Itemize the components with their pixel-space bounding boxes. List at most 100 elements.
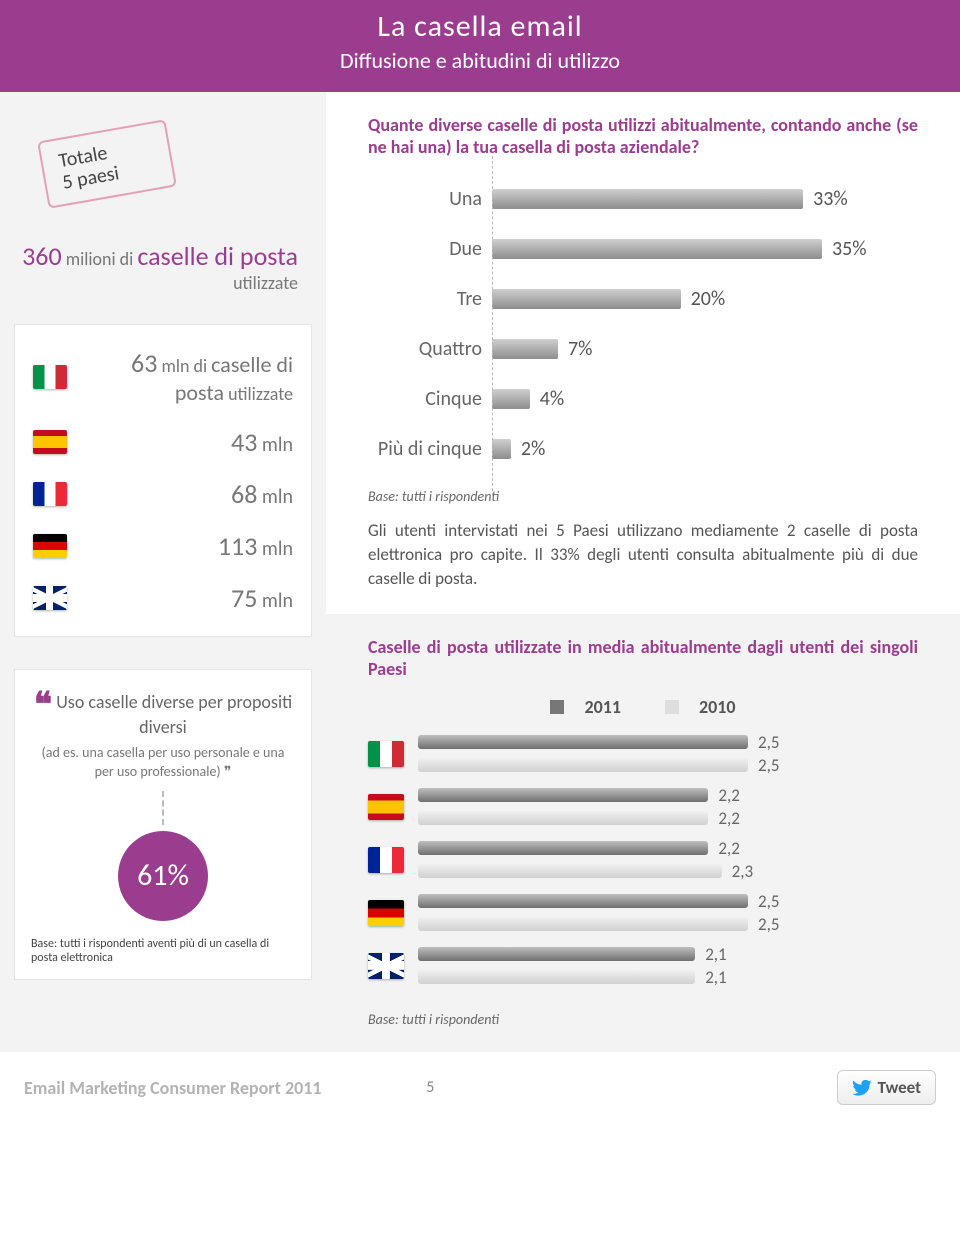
left-column: Totale 5 paesi 360 milioni di caselle di…: [0, 92, 326, 1052]
total-mailboxes: 360 milioni di caselle di posta utilizza…: [10, 204, 316, 324]
legend-2010-swatch: [665, 700, 679, 714]
flag-de-icon: [33, 534, 67, 558]
chart2-title: Caselle di posta utilizzate in media abi…: [368, 636, 918, 680]
chart1-label: Quattro: [368, 337, 492, 361]
chart1-value: 33%: [803, 187, 848, 211]
chart2-bar-2011: [418, 735, 748, 749]
country-row-de: 113 mln: [15, 520, 311, 572]
chart2-row-es: 2,2 2,2: [368, 785, 918, 828]
chart2-val-2010: 2,5: [748, 755, 779, 776]
chart1-bar: [492, 239, 822, 259]
flag-de-icon: [368, 900, 404, 926]
chart2-val-2010: 2,2: [708, 808, 739, 829]
legend-2011-label: 2011: [584, 696, 621, 718]
chart1-axis: [492, 156, 493, 496]
chart1-bar-row: 2%: [492, 424, 918, 474]
right-column: Quante diverse caselle di posta utilizzi…: [326, 92, 960, 1052]
chart1-value: 2%: [511, 437, 545, 461]
section-chart1: Quante diverse caselle di posta utilizzi…: [326, 92, 960, 614]
country-value: 75 mln: [81, 582, 293, 614]
footer-title: Email Marketing Consumer Report 2011: [24, 1077, 400, 1099]
tweet-label: Tweet: [878, 1077, 921, 1098]
chart2-bar-2011: [418, 841, 708, 855]
chart2-bar-2010: [418, 970, 695, 984]
country-value: 43 mln: [81, 426, 293, 458]
chart2-val-2011: 2,2: [708, 785, 739, 806]
quote-close-icon: ❞: [224, 763, 232, 780]
chart2-row-de: 2,5 2,5: [368, 891, 918, 934]
chart2-val-2011: 2,5: [748, 732, 779, 753]
quote-base: Base: tutti i rispondenti aventi più di …: [31, 937, 295, 965]
total-unit: milioni di: [66, 248, 134, 270]
flag-uk-icon: [368, 953, 404, 979]
country-value: 63 mln di caselle di posta utilizzate: [81, 347, 293, 406]
chart1-label: Tre: [368, 287, 492, 311]
chart1-value: 7%: [558, 337, 592, 361]
flag-fr-icon: [368, 847, 404, 873]
chart2-base: Base: tutti i rispondenti: [368, 1011, 918, 1028]
quote-box: ❝ Uso caselle diverse per propositi dive…: [14, 669, 312, 980]
chart1-bar: [492, 439, 511, 459]
chart1-bar-row: 20%: [492, 274, 918, 324]
chart1-bar: [492, 289, 681, 309]
country-stats-box: 63 mln di caselle di posta utilizzate 43 …: [14, 324, 312, 637]
chart2-bar-2011: [418, 788, 708, 802]
chart2-legend: 2011 2010: [368, 696, 918, 718]
chart1-bar-row: 35%: [492, 224, 918, 274]
tweet-button[interactable]: Tweet: [837, 1070, 936, 1105]
chart1-base: Base: tutti i rispondenti: [368, 488, 918, 505]
chart2-val-2011: 2,1: [695, 944, 726, 965]
chart2-bars: 2,5 2,5 2,2 2,2 2,2 2,3 2,5 2,5 2,1 2,1: [368, 732, 918, 987]
chart2-row-fr: 2,2 2,3: [368, 838, 918, 881]
chart2-val-2011: 2,5: [748, 891, 779, 912]
header-title: La casella email: [0, 8, 960, 45]
quote-open-icon: ❝: [34, 685, 52, 726]
chart1-body: Gli utenti intervistati nei 5 Paesi util…: [368, 519, 918, 590]
chart2-bar-2010: [418, 864, 722, 878]
chart1-bar-row: 33%: [492, 174, 918, 224]
chart1-value: 35%: [822, 237, 867, 261]
flag-es-icon: [368, 794, 404, 820]
twitter-icon: [852, 1080, 872, 1096]
country-row-fr: 68 mln: [15, 468, 311, 520]
country-row-it: 63 mln di caselle di posta utilizzate: [15, 337, 311, 416]
chart1-bar-row: 4%: [492, 374, 918, 424]
chart2-row-it: 2,5 2,5: [368, 732, 918, 775]
chart2-val-2010: 2,5: [748, 914, 779, 935]
page-number: 5: [400, 1078, 460, 1097]
total-word: caselle di posta: [137, 240, 298, 272]
chart2-bar-2011: [418, 894, 748, 908]
chart1-bar: [492, 189, 803, 209]
quote-subtext: (ad es. una casella per uso personale e …: [31, 744, 295, 780]
chart2-bar-2011: [418, 947, 695, 961]
country-row-uk: 75 mln: [15, 572, 311, 624]
chart1-bar: [492, 389, 530, 409]
legend-2010-label: 2010: [699, 696, 736, 718]
chart1-label: Una: [368, 187, 492, 211]
chart1-title: Quante diverse caselle di posta utilizzi…: [368, 114, 918, 158]
connector-line: [162, 791, 164, 825]
quote-text: ❝ Uso caselle diverse per propositi dive…: [31, 690, 295, 740]
flag-it-icon: [368, 741, 404, 767]
chart1-label: Due: [368, 237, 492, 261]
chart1-label: Cinque: [368, 387, 492, 411]
country-value: 113 mln: [81, 530, 293, 562]
flag-fr-icon: [33, 482, 67, 506]
chart2-val-2010: 2,1: [695, 967, 726, 988]
chart1-bar: [492, 339, 558, 359]
chart1-value: 4%: [530, 387, 564, 411]
flag-it-icon: [33, 365, 67, 389]
header-subtitle: Diffusione e abitudini di utilizzo: [0, 47, 960, 74]
country-value: 68 mln: [81, 478, 293, 510]
flag-uk-icon: [33, 586, 67, 610]
chart2-val-2010: 2,3: [722, 861, 753, 882]
page-header: La casella email Diffusione e abitudini …: [0, 0, 960, 92]
chart1-bars: UnaDueTreQuattroCinquePiù di cinque 33%3…: [368, 174, 918, 474]
flag-es-icon: [33, 430, 67, 454]
chart2-bar-2010: [418, 811, 708, 825]
section-chart2: Caselle di posta utilizzate in media abi…: [326, 614, 960, 1052]
total-number: 360: [22, 240, 62, 272]
chart1-value: 20%: [681, 287, 726, 311]
chart1-bar-row: 7%: [492, 324, 918, 374]
legend-2011-swatch: [550, 700, 564, 714]
